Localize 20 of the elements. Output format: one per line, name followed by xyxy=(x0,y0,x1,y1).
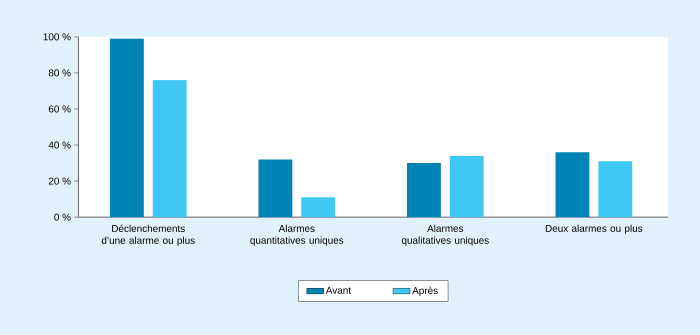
y-tick-label: 40 % xyxy=(48,142,71,149)
x-tick-label: Deux alarmes ou plus xyxy=(546,224,642,234)
y-tick-label: 0 % xyxy=(54,214,71,221)
y-tick-label: 80 % xyxy=(48,70,71,77)
x-tick-label: Déclenchements d’une alarme ou plus xyxy=(102,224,195,246)
x-tick-label: Alarmes quantitatives uniques xyxy=(250,224,344,246)
bar xyxy=(556,152,590,218)
y-tick-label: 100 % xyxy=(44,33,71,41)
y-tick-label: 60 % xyxy=(48,106,71,113)
bar xyxy=(450,156,484,218)
legend-label: Avant xyxy=(326,287,351,294)
bar xyxy=(152,80,187,218)
bar xyxy=(406,163,441,218)
legend-label: Après xyxy=(412,286,438,296)
bar xyxy=(110,38,144,218)
bar xyxy=(301,197,336,218)
bar xyxy=(598,161,632,218)
x-tick-label: Alarmes qualitatives uniques xyxy=(402,224,489,246)
bar xyxy=(258,160,292,218)
y-tick-label: 20 % xyxy=(48,178,71,185)
